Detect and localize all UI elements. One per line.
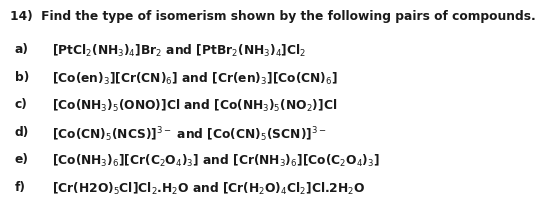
- Text: 14)  Find the type of isomerism shown by the following pairs of compounds.: 14) Find the type of isomerism shown by …: [10, 10, 535, 23]
- Text: [Co(CN)$_5$(NCS)]$^{3-}$ and [Co(CN)$_5$(SCN)]$^{3-}$: [Co(CN)$_5$(NCS)]$^{3-}$ and [Co(CN)$_5$…: [52, 126, 327, 144]
- Text: c): c): [15, 98, 28, 111]
- Text: [Co(NH$_3$)$_6$][Cr(C$_2$O$_4$)$_3$] and [Cr(NH$_3$)$_6$][Co(C$_2$O$_4$)$_3$]: [Co(NH$_3$)$_6$][Cr(C$_2$O$_4$)$_3$] and…: [52, 153, 380, 169]
- Text: [Cr(H2O)$_5$Cl]Cl$_2$.H$_2$O and [Cr(H$_2$O)$_4$Cl$_2$]Cl.2H$_2$O: [Cr(H2O)$_5$Cl]Cl$_2$.H$_2$O and [Cr(H$_…: [52, 181, 365, 197]
- Text: d): d): [15, 126, 29, 138]
- Text: [PtCl$_2$(NH$_3$)$_4$]Br$_2$ and [PtBr$_2$(NH$_3$)$_4$]Cl$_2$: [PtCl$_2$(NH$_3$)$_4$]Br$_2$ and [PtBr$_…: [52, 43, 307, 59]
- Text: b): b): [15, 71, 29, 83]
- Text: a): a): [15, 43, 29, 56]
- Text: f): f): [15, 181, 26, 194]
- Text: [Co(NH$_3$)$_5$(ONO)]Cl and [Co(NH$_3$)$_5$(NO$_2$)]Cl: [Co(NH$_3$)$_5$(ONO)]Cl and [Co(NH$_3$)$…: [52, 98, 338, 114]
- Text: [Co(en)$_3$][Cr(CN)$_6$] and [Cr(en)$_3$][Co(CN)$_6$]: [Co(en)$_3$][Cr(CN)$_6$] and [Cr(en)$_3$…: [52, 71, 338, 87]
- Text: e): e): [15, 153, 29, 166]
